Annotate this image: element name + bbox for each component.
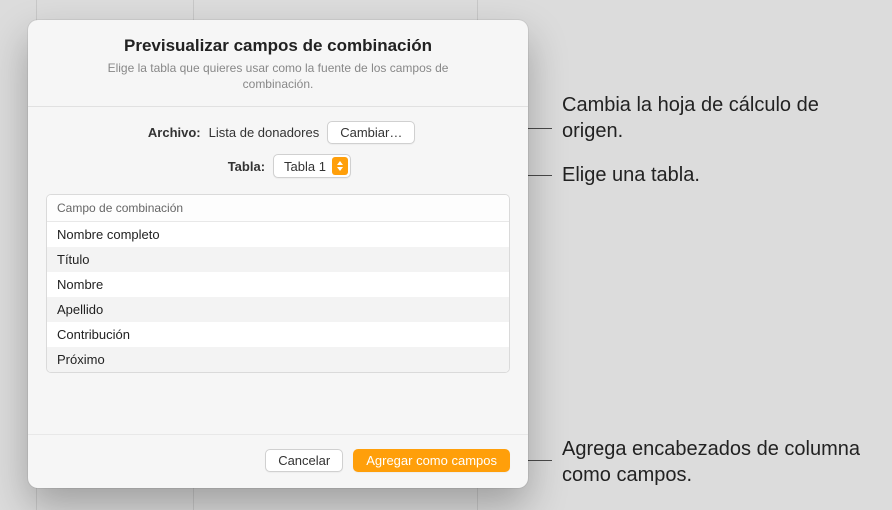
cancel-button[interactable]: Cancelar <box>265 449 343 472</box>
table-row[interactable]: Próximo <box>47 347 509 372</box>
add-as-fields-button[interactable]: Agregar como campos <box>353 449 510 472</box>
change-file-button[interactable]: Cambiar… <box>327 121 415 144</box>
dialog-subtitle: Elige la tabla que quieres usar como la … <box>98 60 458 92</box>
table-row[interactable]: Nombre completo <box>47 222 509 247</box>
table-row[interactable]: Apellido <box>47 297 509 322</box>
dialog-footer: Cancelar Agregar como campos <box>28 434 528 488</box>
callout-change-source: Cambia la hoja de cálculo de origen. <box>562 92 862 144</box>
table-row[interactable]: Nombre <box>47 272 509 297</box>
file-row: Archivo: Lista de donadores Cambiar… <box>46 121 510 144</box>
callout-add-fields: Agrega encabezados de columna como campo… <box>562 436 882 488</box>
table-row[interactable]: Título <box>47 247 509 272</box>
fields-table-body: Nombre completoTítuloNombreApellidoContr… <box>47 222 509 372</box>
dialog-body: Archivo: Lista de donadores Cambiar… Tab… <box>28 107 528 434</box>
table-label: Tabla: <box>205 159 265 174</box>
table-select-value: Tabla 1 <box>284 159 326 174</box>
fields-table: Campo de combinación Nombre completoTítu… <box>46 194 510 373</box>
callout-choose-table: Elige una tabla. <box>562 162 862 188</box>
table-row: Tabla: Tabla 1 <box>46 154 510 178</box>
file-value: Lista de donadores <box>209 125 320 140</box>
dialog-title: Previsualizar campos de combinación <box>52 36 504 56</box>
file-label: Archivo: <box>141 125 201 140</box>
chevron-up-down-icon <box>332 157 348 175</box>
table-row[interactable]: Contribución <box>47 322 509 347</box>
fields-table-header: Campo de combinación <box>47 195 509 222</box>
dialog-header: Previsualizar campos de combinación Elig… <box>28 20 528 107</box>
table-select[interactable]: Tabla 1 <box>273 154 351 178</box>
merge-fields-dialog: Previsualizar campos de combinación Elig… <box>28 20 528 488</box>
